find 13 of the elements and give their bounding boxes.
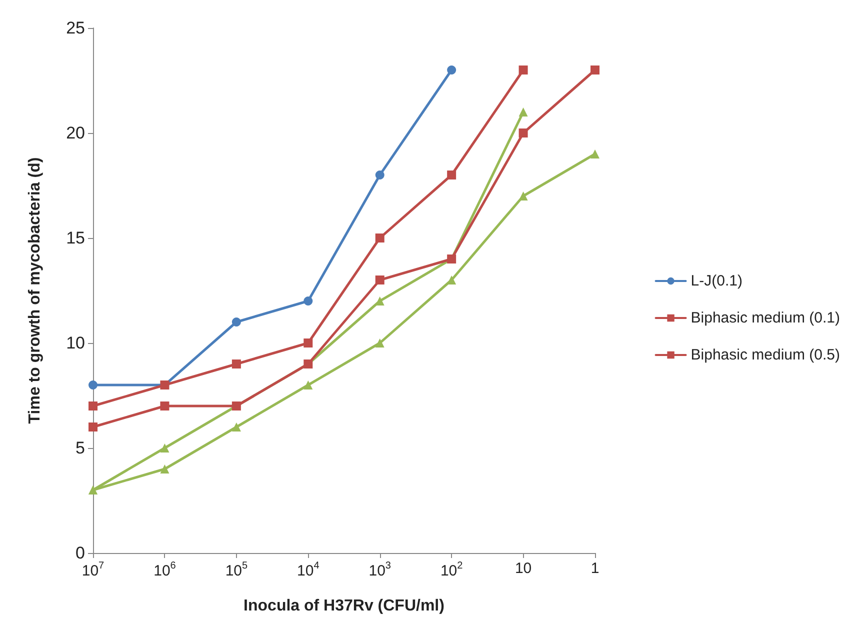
x-tick-label: 10 [514,560,532,577]
y-tick-label: 0 [76,544,85,562]
y-tick-label: 25 [66,18,85,38]
y-tick-label: 15 [66,228,85,248]
legend-label: L-J(0.1) [690,272,742,290]
legend-label: Biphasic medium (0.1) [690,310,840,326]
y-tick-label: 20 [66,124,85,142]
x-tick-label: 1 [590,560,600,577]
y-tick-label: 10 [66,334,85,352]
x-axis-title: Inocula of H37Rv (CFU/ml) [244,598,444,614]
y-tick-label: 5 [76,438,85,458]
legend-label: Biphasic medium (0.5) [690,346,840,364]
y-axis-title: Time to growth of mycobacteria (d) [26,157,44,424]
